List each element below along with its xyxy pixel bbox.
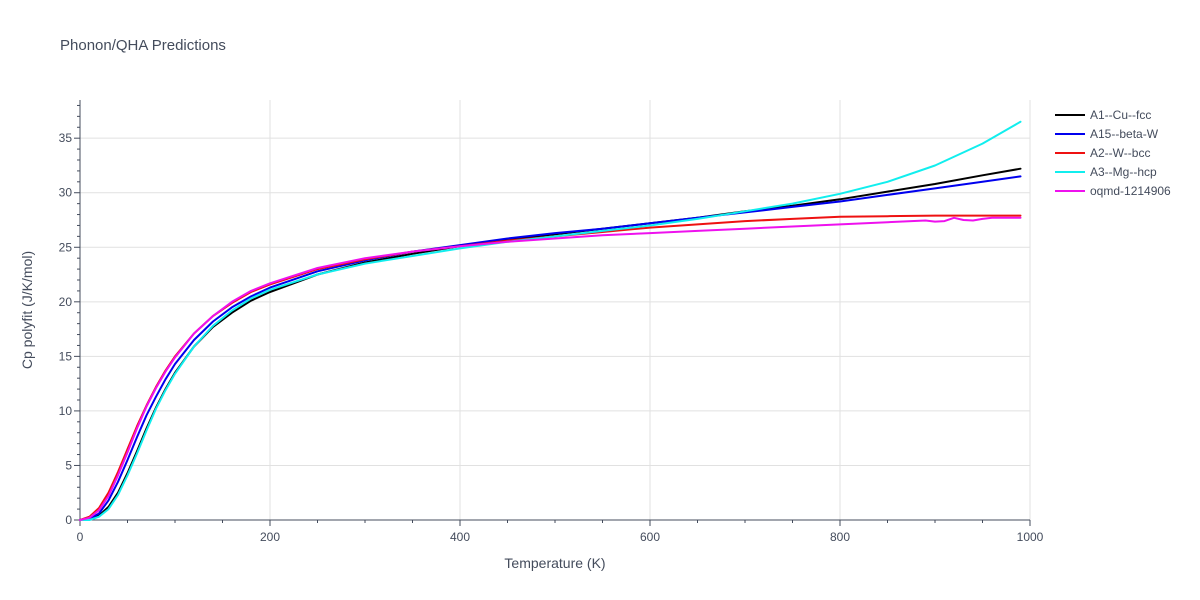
legend[interactable]: A1--Cu--fcc A15--beta-W A2--W--bcc A3--Mg--… [1055, 108, 1171, 198]
axes [74, 100, 1031, 526]
x-tick-label: 600 [640, 530, 660, 544]
grid [80, 100, 1031, 520]
y-tick-label: 30 [59, 186, 73, 200]
y-tick-label: 5 [65, 458, 72, 472]
x-tick-label: 0 [77, 530, 84, 544]
legend-label: A15--beta-W [1090, 127, 1159, 141]
y-tick-label: 10 [59, 404, 73, 418]
chart-title: Phonon/QHA Predictions [60, 37, 226, 54]
legend-item[interactable]: A2--W--bcc [1055, 146, 1150, 160]
x-tick-label: 200 [260, 530, 280, 544]
x-tick-label: 1000 [1017, 530, 1044, 544]
x-tick-label: 400 [450, 530, 470, 544]
x-axis-title: Temperature (K) [504, 555, 605, 571]
series-line [79, 167, 1022, 521]
tick-labels: 0 200 400 600 800 1000 0 5 10 15 20 25 30 35 [59, 131, 1044, 544]
legend-item[interactable]: oqmd-1214906 [1055, 184, 1171, 198]
y-axis-title: Cp polyfit (J/K/mol) [19, 251, 35, 369]
y-tick-label: 20 [59, 295, 73, 309]
y-tick-label: 0 [65, 513, 72, 527]
legend-item[interactable]: A1--Cu--fcc [1055, 108, 1151, 122]
legend-item[interactable]: A15--beta-W [1055, 127, 1159, 141]
y-tick-label: 35 [59, 131, 73, 145]
series-line [79, 214, 1022, 521]
legend-label: A2--W--bcc [1090, 146, 1150, 160]
y-tick-label: 25 [59, 240, 73, 254]
legend-item[interactable]: A3--Mg--hcp [1055, 165, 1157, 179]
legend-label: A3--Mg--hcp [1090, 165, 1157, 179]
series-line [79, 175, 1022, 521]
legend-label: A1--Cu--fcc [1090, 108, 1151, 122]
x-tick-label: 800 [830, 530, 850, 544]
legend-label: oqmd-1214906 [1090, 184, 1171, 198]
plot-area [79, 120, 1022, 521]
series-line [79, 216, 1022, 521]
series-line [79, 120, 1022, 521]
y-tick-label: 15 [59, 349, 73, 363]
